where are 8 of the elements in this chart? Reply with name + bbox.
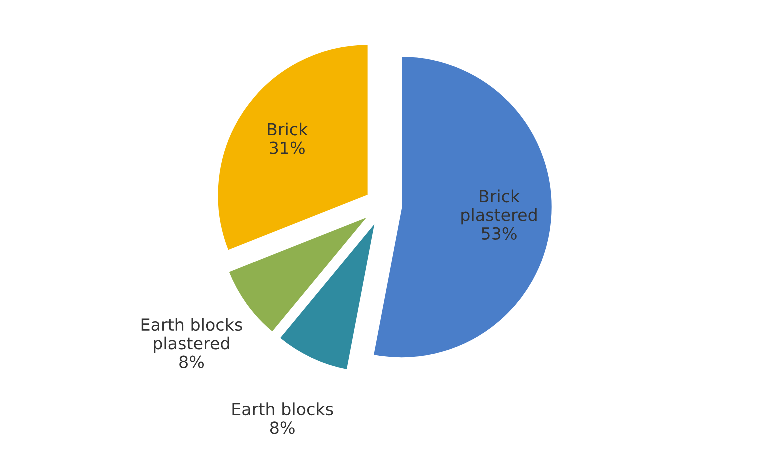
data-label: 53% xyxy=(482,227,517,240)
data-label: 8% xyxy=(180,356,204,368)
slice-label: Brick plastered xyxy=(462,190,537,225)
data-label: 8% xyxy=(270,422,295,434)
slice-label: Earth blocks plastered xyxy=(142,318,242,353)
slice-label: Earth blocks xyxy=(232,402,334,416)
slice-label: Brick xyxy=(268,122,308,136)
data-label: 31% xyxy=(270,142,305,154)
